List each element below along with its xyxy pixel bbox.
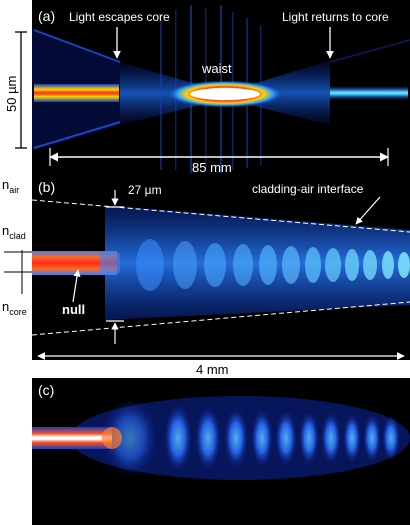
- waist-label: waist: [201, 61, 232, 76]
- n-air-label: nair: [2, 177, 19, 195]
- core-beam-left: [34, 84, 119, 102]
- core-beam-right: [330, 86, 408, 100]
- scale-50um-label: 50 µm: [4, 76, 19, 112]
- light-escapes-label: Light escapes core: [69, 10, 170, 24]
- n-clad-label: nclad: [2, 223, 26, 241]
- interface-label: cladding-air interface: [252, 182, 364, 196]
- interface-arrow: [355, 196, 381, 225]
- panel-b-label: (b): [38, 179, 55, 195]
- index-labels: nair nclad ncore: [2, 177, 32, 317]
- panel-a: (a) Light escapes core Light returns to …: [32, 0, 410, 175]
- interface-line-bottom: [31, 301, 410, 336]
- light-returns-label: Light returns to core: [282, 10, 389, 24]
- panel-b: (b) 27 µm cladding-air interface null: [31, 175, 410, 360]
- n-core-label: ncore: [2, 299, 27, 317]
- panel-c-label: (c): [38, 382, 54, 398]
- null-arrow: [72, 269, 81, 303]
- taper-cladding: [105, 205, 410, 320]
- interface-line-top: [31, 199, 410, 233]
- null-label: null: [62, 302, 85, 317]
- simulated-pattern: [102, 398, 400, 478]
- scale-85mm-label: 85 mm: [192, 160, 232, 175]
- core-beam-c: [32, 427, 112, 449]
- scale-4mm-label: 4 mm: [196, 362, 229, 377]
- width-label: 27 µm: [128, 183, 162, 197]
- interference-pattern: [136, 239, 410, 291]
- scale-50um: 50 µm: [4, 31, 27, 149]
- panel-a-label: (a): [38, 8, 55, 24]
- panel-c: (c): [32, 378, 410, 525]
